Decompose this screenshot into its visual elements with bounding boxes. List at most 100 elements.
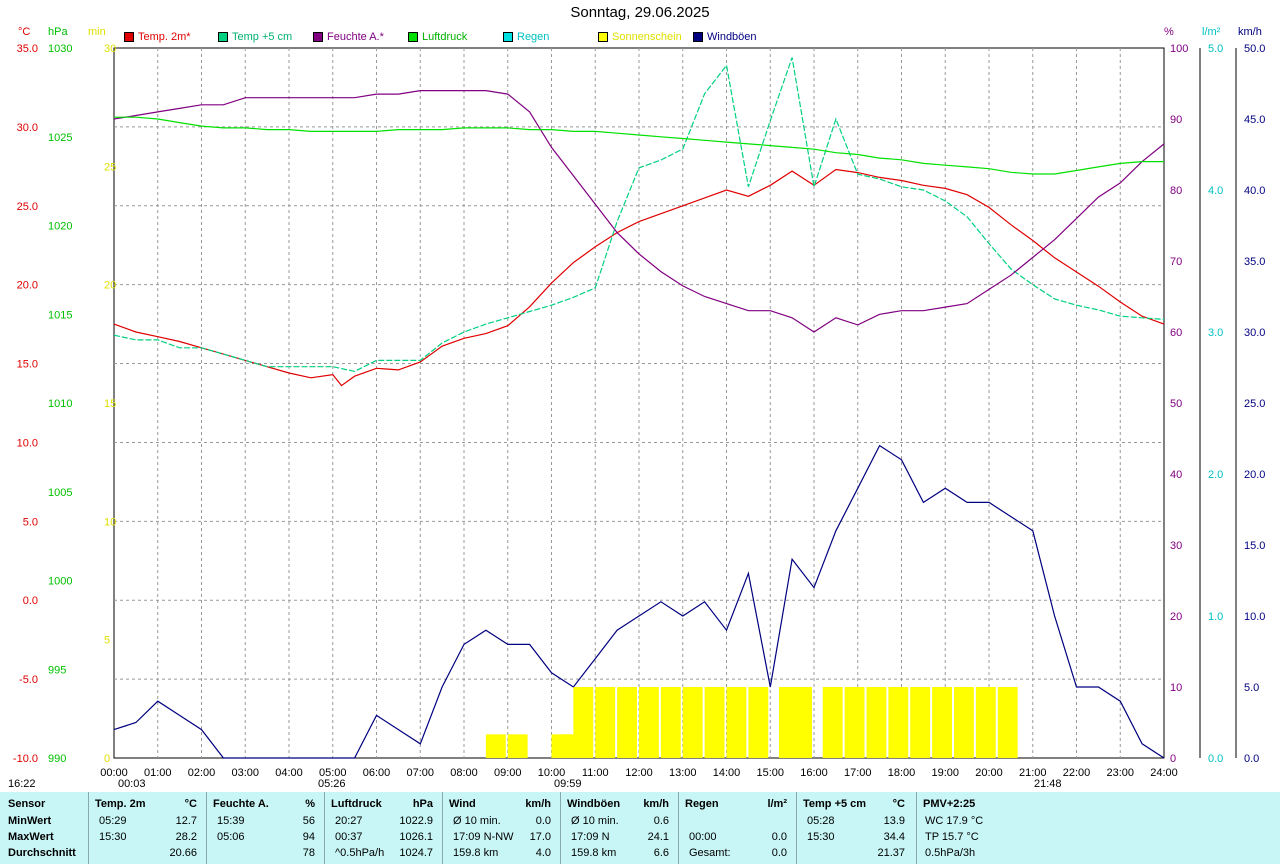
wind-tick-label: 10.0 bbox=[1244, 611, 1265, 623]
temp-tick-label: 15.0 bbox=[17, 359, 38, 371]
sun-bar bbox=[660, 687, 681, 758]
series-line bbox=[113, 90, 1165, 333]
weather-chart: 00:00 01:00 02:00 03:00 04:00 05:00 06:00 07:00… bbox=[13, 43, 1266, 779]
stats-column: Regen l/m² 00:00 0.0 Gesamt: 0.0 bbox=[678, 792, 791, 864]
stats-column: Temp. 2m °C 05:29 12.7 15:30 28.2 20.66 bbox=[88, 792, 201, 864]
daylength-label: 16:22 bbox=[8, 778, 36, 790]
moonrise-label: 00:03 bbox=[118, 778, 146, 790]
legend-pressure: Luftdruck bbox=[408, 31, 467, 43]
stats-cell-label: ^0.5hPa/h bbox=[335, 847, 385, 859]
rain-tick-label: 5.0 bbox=[1208, 43, 1223, 55]
sun-tick-label: 0 bbox=[104, 753, 110, 765]
stats-cell-value: 0.0 bbox=[535, 815, 551, 827]
stats-col-unit: l/m² bbox=[767, 798, 787, 810]
sunset-label: 21:48 bbox=[1034, 778, 1062, 790]
temp-tick-label: 10.0 bbox=[17, 437, 38, 449]
temp-tick-label: 5.0 bbox=[23, 516, 38, 528]
wind-tick-label: 40.0 bbox=[1244, 185, 1265, 197]
legend-temp2m: Temp. 2m* bbox=[124, 31, 191, 43]
sun-bar bbox=[822, 687, 843, 758]
x-tick-label: 05:00 bbox=[319, 767, 347, 779]
stats-cell-value: 4.0 bbox=[535, 847, 551, 859]
x-tick-label: 17:00 bbox=[844, 767, 872, 779]
sun-bar bbox=[910, 687, 931, 758]
x-tick-label: 22:00 bbox=[1063, 767, 1091, 779]
sun-bar bbox=[639, 687, 659, 758]
temp-tick-label: 35.0 bbox=[17, 43, 38, 55]
stats-cell-value: 0.6 bbox=[653, 815, 669, 827]
humidity-tick-label: 60 bbox=[1170, 327, 1182, 339]
x-tick-label: 08:00 bbox=[450, 767, 478, 779]
sun-bar bbox=[726, 687, 747, 758]
x-tick-label: 16:00 bbox=[800, 767, 828, 779]
sun-bar bbox=[844, 687, 865, 758]
temp-tick-label: -5.0 bbox=[19, 674, 38, 686]
humidity-tick-label: 90 bbox=[1170, 114, 1182, 126]
sun-bar bbox=[748, 687, 769, 758]
stats-col-title: Wind bbox=[449, 798, 476, 810]
stats-cell-value: 21.37 bbox=[877, 847, 905, 859]
stats-cell-value: 12.7 bbox=[175, 815, 197, 827]
sun-tick-label: 5 bbox=[104, 635, 110, 647]
wind-tick-label: 30.0 bbox=[1244, 327, 1265, 339]
x-tick-label: 11:00 bbox=[582, 767, 609, 779]
stats-column: Luftdruck hPa 20:27 1022.9 00:37 1026.1 ^0.5hP… bbox=[324, 792, 437, 864]
pressure-tick-label: 1030 bbox=[48, 43, 72, 55]
legend-humidity: Feuchte A.* bbox=[313, 31, 384, 43]
humidity-tick-label: 10 bbox=[1170, 682, 1182, 694]
x-tick-label: 19:00 bbox=[931, 767, 959, 779]
sun-bar bbox=[617, 687, 637, 758]
series-line bbox=[113, 444, 1165, 759]
temp-tick-label: 0.0 bbox=[23, 595, 38, 607]
stats-col-title: Temp. 2m bbox=[95, 798, 146, 810]
sun-bar bbox=[866, 687, 887, 758]
stats-cell-value: 17.0 bbox=[529, 831, 551, 843]
stats-col-title: PMV+2:25 bbox=[923, 798, 976, 810]
sun-bar bbox=[888, 687, 909, 758]
stats-column: Feuchte A.% 15:39 56 05:06 94 78 bbox=[206, 792, 319, 864]
pressure-tick-label: 1005 bbox=[48, 487, 72, 499]
stats-col-title: Feuchte A. bbox=[213, 798, 269, 810]
wind-tick-label: 35.0 bbox=[1244, 256, 1265, 268]
pressure-tick-label: 990 bbox=[48, 753, 66, 765]
stats-cell-label: 05:06 bbox=[217, 831, 245, 843]
x-tick-label: 06:00 bbox=[363, 767, 391, 779]
stats-column: PMV+2:25 WC 17.9 °C TP 15.7 °C 0.5hPa/3h bbox=[916, 792, 1027, 864]
stats-cell-label: Gesamt: bbox=[689, 847, 731, 859]
humidity-tick-label: 40 bbox=[1170, 469, 1182, 481]
legend-wind: Windböen bbox=[693, 31, 757, 43]
stats-col-unit: km/h bbox=[643, 798, 669, 810]
unit-rain: l/m² bbox=[1202, 26, 1221, 38]
series-line bbox=[113, 168, 1165, 387]
sun-bar bbox=[507, 734, 528, 758]
stats-cell-label: 15:30 bbox=[807, 831, 835, 843]
sun-tick-label: 25 bbox=[104, 161, 116, 173]
humidity-tick-label: 20 bbox=[1170, 611, 1182, 623]
sunrise-label: 05:26 bbox=[318, 778, 346, 790]
x-tick-label: 07:00 bbox=[406, 767, 434, 779]
stats-cell-label: Ø 10 min. bbox=[571, 815, 619, 827]
stats-col-unit: % bbox=[305, 798, 315, 810]
chart-title: Sonntag, 29.06.2025 bbox=[570, 4, 710, 21]
rain-tick-label: 0.0 bbox=[1208, 753, 1223, 765]
stats-cell-value: 28.2 bbox=[175, 831, 197, 843]
sun-bar bbox=[954, 687, 974, 758]
x-tick-label: 24:00 bbox=[1150, 767, 1178, 779]
x-tick-label: 18:00 bbox=[888, 767, 916, 779]
series-line bbox=[113, 57, 1165, 373]
stats-row-max: MaxWert bbox=[8, 831, 54, 843]
legend-sun: Sonnenschein bbox=[598, 31, 682, 43]
temp-tick-label: 20.0 bbox=[17, 280, 38, 292]
wind-tick-label: 45.0 bbox=[1244, 114, 1265, 126]
pressure-tick-label: 995 bbox=[48, 664, 66, 676]
unit-sun: min bbox=[88, 26, 106, 38]
stats-cell-label: 05:28 bbox=[807, 815, 835, 827]
legend-rain: Regen bbox=[503, 31, 549, 43]
stats-cell-value: 78 bbox=[302, 847, 315, 859]
humidity-tick-label: 30 bbox=[1170, 540, 1182, 552]
humidity-tick-label: 80 bbox=[1170, 185, 1182, 197]
wind-tick-label: 25.0 bbox=[1244, 398, 1265, 410]
stats-cell: 0.5hPa/3h bbox=[925, 847, 976, 859]
stats-cell-label: 17:09 N-NW bbox=[453, 831, 514, 843]
stats-col-unit: °C bbox=[892, 798, 905, 810]
